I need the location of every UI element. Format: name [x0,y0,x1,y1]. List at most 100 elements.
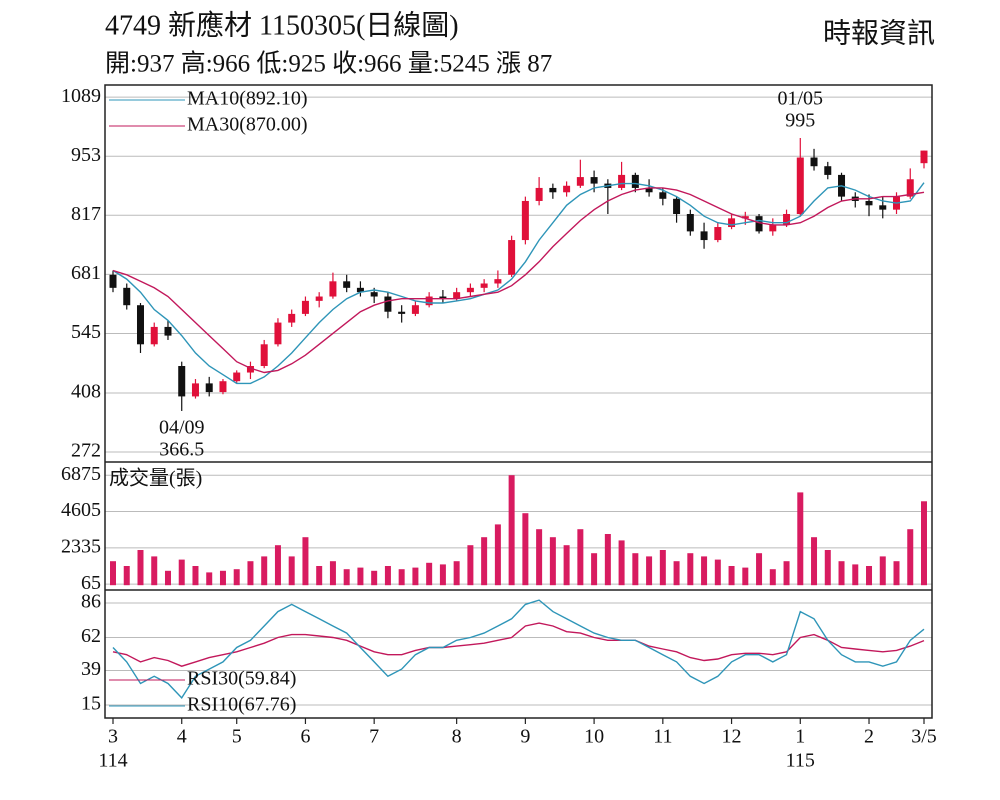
candle-body [274,322,282,345]
candle-body [246,366,254,373]
candle-body [618,174,626,188]
y-tick-label: 1089 [61,85,101,107]
candle-body [425,296,433,306]
candle-body [136,305,144,345]
candle-body [109,274,117,288]
volume-bar [866,566,873,586]
candle-body [865,200,873,206]
legend-label: RSI10(67.76) [187,694,296,716]
volume-bar [398,569,405,586]
x-tick-label: 8 [452,726,462,748]
volume-bar [192,566,199,586]
volume-bar [288,556,295,586]
x-tick-label: 9 [520,726,530,748]
candle-body [219,381,227,393]
volume-bar [233,569,240,586]
volume-bar [494,524,501,586]
annotation-date: 04/09 [159,417,205,439]
source: 時報資訊 [823,17,935,49]
candle-body [521,200,529,241]
series-line [112,187,925,374]
volume-bar [343,569,350,586]
y-tick-label: 4605 [61,499,101,521]
volume-bar [371,570,378,586]
candle-body [755,216,763,232]
volume-bar [206,572,213,586]
legend-label: RSI30(59.84) [187,668,296,690]
candle-body [315,296,323,301]
candle-body [178,366,186,397]
volume-bar [329,561,336,586]
candle-body [343,281,351,288]
panel-title: 成交量(張) [109,467,202,490]
candle-body [411,305,419,314]
x-tick-label: 7 [369,726,379,748]
candle-body [673,198,681,214]
series-line [112,599,925,700]
x-tick-label: 2 [864,726,874,748]
volume-bar [536,529,543,586]
volume-bar [549,537,556,586]
candle-body [824,166,832,175]
candle-body [370,292,378,297]
candle-body [700,231,708,241]
candle-body [205,383,213,393]
candle-body [659,192,667,199]
y-tick-label: 2335 [61,535,101,557]
legend-label: MA30(870.00) [187,114,308,136]
candle-body [233,372,241,382]
candle-body [191,383,199,397]
volume-bar [604,534,611,586]
candle-body [150,326,158,345]
x-tick-label: 3/5 [911,726,937,748]
candle-body [384,296,392,312]
x-tick-label: 11 [653,726,672,748]
volume-bar [879,556,886,586]
volume-bar [426,562,433,586]
candle-body [631,174,639,188]
volume-bar [274,545,281,586]
year-label: 114 [98,750,127,772]
volume-bar [123,566,130,586]
volume-bar [453,561,460,586]
volume-bar [701,556,708,586]
volume-bar [852,564,859,586]
frame [104,84,933,719]
annotation-value: 366.5 [159,439,204,461]
volume-bar [714,559,721,586]
volume-bar [563,545,570,586]
candle-body [301,300,309,314]
volume-bar [673,561,680,586]
chart-title: 4749 新應材 1150305(日線圖) [105,9,459,41]
x-tick-label: 10 [584,726,604,748]
volume-bar [893,561,900,586]
volume-bar [137,550,144,586]
volume-bar [247,561,254,586]
candle-body [508,240,516,275]
x-tick-label: 3 [108,726,118,748]
volume-bar [151,556,158,586]
volume-bar [467,545,474,586]
candle-body [123,287,131,306]
volume-bar [728,566,735,586]
volume-bar [907,529,914,586]
candle-body [590,177,598,184]
volume-bar [508,475,515,586]
price-summary: 開:937 高:966 低:925 收:966 量:5245 漲 87 [105,50,552,78]
volume-bar [384,566,391,586]
annotation-date: 01/05 [778,88,824,110]
volume-bar [756,553,763,586]
x-tick-label: 5 [232,726,242,748]
legend-label: MA10(892.10) [187,88,308,110]
volume-bar [110,561,116,586]
candle-body [466,287,474,293]
candle-body [728,218,736,228]
candle-body [549,187,557,193]
y-tick-label: 817 [71,203,101,225]
candle-body [783,213,791,225]
candle-body [535,187,543,201]
volume-bar [618,540,625,586]
x-tick-label: 12 [722,726,742,748]
